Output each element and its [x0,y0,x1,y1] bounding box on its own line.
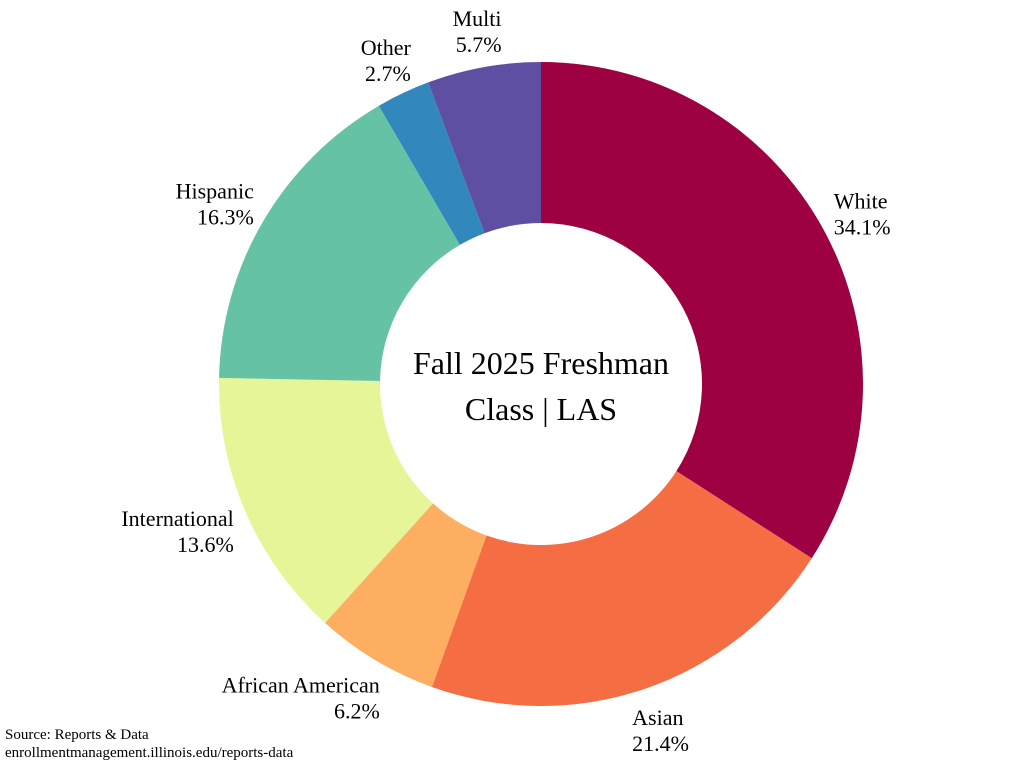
slice-international [219,377,434,623]
slice-value-international: 13.6% [177,532,234,557]
slice-label-asian: Asian [632,705,683,730]
slice-label-white: White [834,189,888,214]
slice-african-american [325,503,487,687]
chart-title-line-2: Class | LAS [465,391,617,427]
slice-white [541,62,863,559]
slice-other [378,82,485,245]
chart-title-line-1: Fall 2025 Freshman [413,345,669,381]
slice-label-hispanic: Hispanic [176,179,254,204]
slice-value-hispanic: 16.3% [197,205,254,230]
slice-value-african-american: 6.2% [334,698,380,723]
source-note: Source: Reports & Data enrollmentmanagem… [5,726,293,762]
source-url: enrollmentmanagement.illinois.edu/report… [5,745,294,761]
slice-label-other: Other [361,35,412,60]
donut-slices [219,62,863,706]
source-line-1: Source: Reports & Data [5,727,149,743]
slice-value-other: 2.7% [365,61,411,86]
slice-label-african-american: African American [222,672,380,697]
slice-value-white: 34.1% [834,215,891,240]
slice-multi [428,62,541,234]
slice-label-international: International [121,506,233,531]
slice-value-multi: 5.7% [456,32,502,57]
slice-hispanic [219,105,460,381]
slice-value-asian: 21.4% [632,731,689,756]
slice-label-multi: Multi [453,6,502,31]
slice-asian [431,471,812,706]
